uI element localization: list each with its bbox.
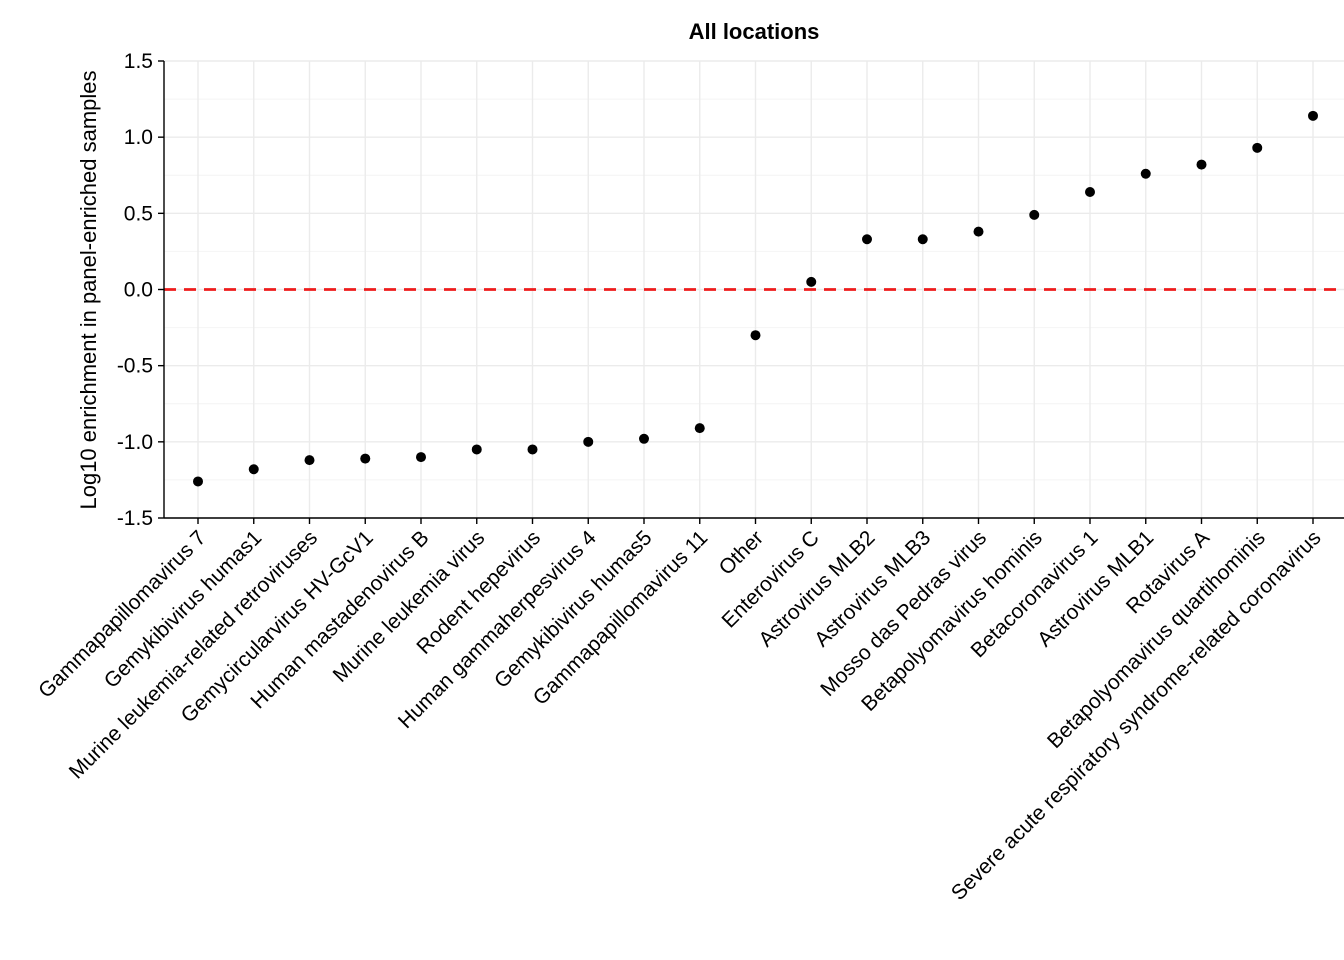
data-point bbox=[750, 330, 761, 341]
data-point bbox=[583, 436, 594, 447]
y-tick-label: -1.5 bbox=[117, 507, 153, 530]
data-point bbox=[694, 423, 705, 434]
y-tick-label: 0.0 bbox=[124, 279, 153, 302]
data-point bbox=[806, 276, 817, 287]
data-point bbox=[1252, 142, 1263, 153]
chart-title: All locations bbox=[689, 19, 820, 44]
x-tick-label: Enterovirus C bbox=[718, 526, 824, 632]
data-point bbox=[1140, 168, 1151, 179]
y-tick-label: 0.5 bbox=[124, 202, 153, 225]
data-point bbox=[1085, 187, 1095, 198]
y-axis-label: Log10 enrichment in panel-enriched sampl… bbox=[76, 70, 101, 509]
y-tick-labels: -1.5 -1.0 -0.5 0.0 0.5 1.0 1.5 bbox=[117, 50, 153, 530]
data-point bbox=[471, 444, 482, 455]
data-point bbox=[304, 455, 315, 466]
data-point bbox=[862, 234, 872, 245]
x-tick-label: Other bbox=[715, 526, 768, 579]
y-tick-label: -1.0 bbox=[117, 431, 153, 454]
data-point bbox=[416, 452, 426, 463]
data-point bbox=[527, 444, 538, 455]
data-point bbox=[193, 476, 203, 487]
data-point bbox=[248, 464, 259, 475]
y-tick-label: 1.5 bbox=[124, 50, 153, 73]
data-point bbox=[973, 226, 984, 237]
data-point bbox=[1308, 110, 1318, 121]
axes bbox=[158, 60, 1344, 524]
data-point bbox=[639, 433, 649, 444]
y-tick-label: 1.0 bbox=[124, 126, 153, 149]
data-points bbox=[193, 110, 1318, 487]
data-point bbox=[1029, 209, 1040, 220]
y-tick-label: -0.5 bbox=[117, 355, 153, 378]
data-point bbox=[360, 453, 371, 464]
x-tick-label: Murine leukemia-related retroviruses bbox=[65, 526, 322, 783]
data-point bbox=[1196, 159, 1207, 170]
data-point bbox=[917, 234, 928, 245]
